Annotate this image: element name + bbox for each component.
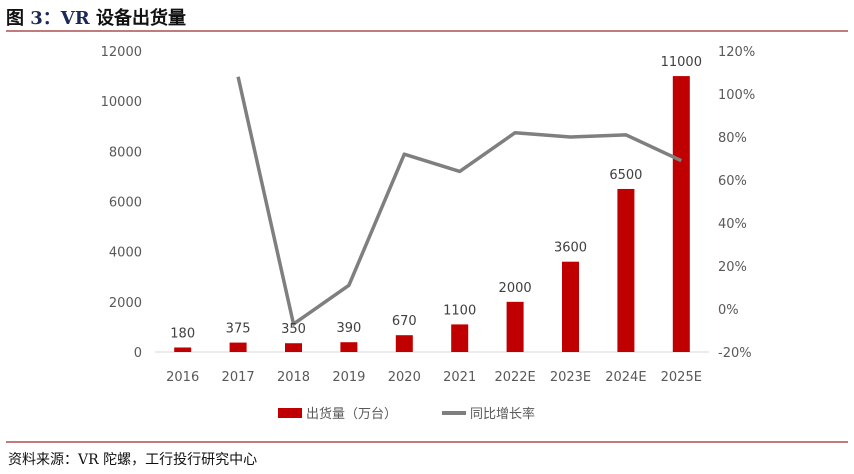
title-number: 3：VR — [30, 8, 90, 29]
title-prefix: 图 — [6, 8, 31, 29]
x-tick-label: 2018 — [277, 370, 310, 385]
x-tick-label: 2023E — [550, 370, 591, 385]
left-tick-label: 2000 — [109, 296, 142, 311]
right-tick-label: 40% — [718, 217, 747, 232]
bar — [174, 347, 192, 352]
bar — [506, 301, 524, 352]
title-text: 设备出货量 — [89, 8, 187, 29]
bar-data-label: 2000 — [499, 281, 532, 296]
legend-bar-swatch — [278, 408, 302, 418]
bar — [340, 342, 358, 352]
bar-data-label: 180 — [170, 326, 195, 341]
right-tick-label: 80% — [718, 131, 747, 146]
x-tick-label: 2024E — [605, 370, 646, 385]
bar-data-label: 670 — [392, 314, 417, 329]
x-tick-label: 2021 — [443, 370, 476, 385]
bar — [395, 335, 413, 352]
left-tick-label: 10000 — [101, 95, 142, 110]
x-tick-label: 2020 — [388, 370, 421, 385]
legend-line-label: 同比增长率 — [470, 406, 535, 422]
bar — [285, 343, 302, 352]
x-tick-label: 2022E — [494, 370, 535, 385]
bar — [672, 76, 690, 352]
right-tick-label: 100% — [718, 88, 755, 103]
right-tick-label: 20% — [718, 260, 747, 275]
growth-line — [236, 76, 683, 326]
bar-data-label: 375 — [226, 322, 251, 337]
bar — [562, 261, 579, 352]
bar-data-label: 350 — [281, 322, 306, 337]
bar — [229, 342, 247, 352]
figure-title: 图 3：VR 设备出货量 — [6, 4, 186, 30]
right-tick-label: 120% — [718, 45, 755, 60]
left-tick-label: 12000 — [101, 45, 142, 60]
bar-data-label: 11000 — [661, 55, 702, 70]
bar — [451, 324, 469, 352]
bar-data-label: 1100 — [443, 303, 476, 318]
x-tick-label: 2025E — [661, 370, 702, 385]
left-tick-label: 4000 — [109, 246, 142, 261]
left-tick-label: 0 — [134, 346, 142, 361]
x-tick-label: 2016 — [166, 370, 199, 385]
right-tick-label: 0% — [718, 303, 739, 318]
title-rule — [6, 30, 848, 32]
bar — [617, 188, 635, 352]
source-note: 资料来源：VR 陀螺，工行投行研究中心 — [8, 452, 258, 468]
right-tick-label: -20% — [718, 346, 752, 361]
bar-data-label: 6500 — [609, 168, 642, 183]
left-tick-label: 8000 — [109, 145, 142, 160]
x-tick-label: 2019 — [332, 370, 365, 385]
bar-data-label: 390 — [336, 321, 361, 336]
right-tick-label: 60% — [718, 174, 747, 189]
bar-data-label: 3600 — [554, 241, 587, 256]
x-tick-label: 2017 — [222, 370, 255, 385]
legend-bar-label: 出货量（万台） — [306, 406, 397, 422]
footer-rule — [6, 441, 848, 443]
left-tick-label: 6000 — [109, 196, 142, 211]
